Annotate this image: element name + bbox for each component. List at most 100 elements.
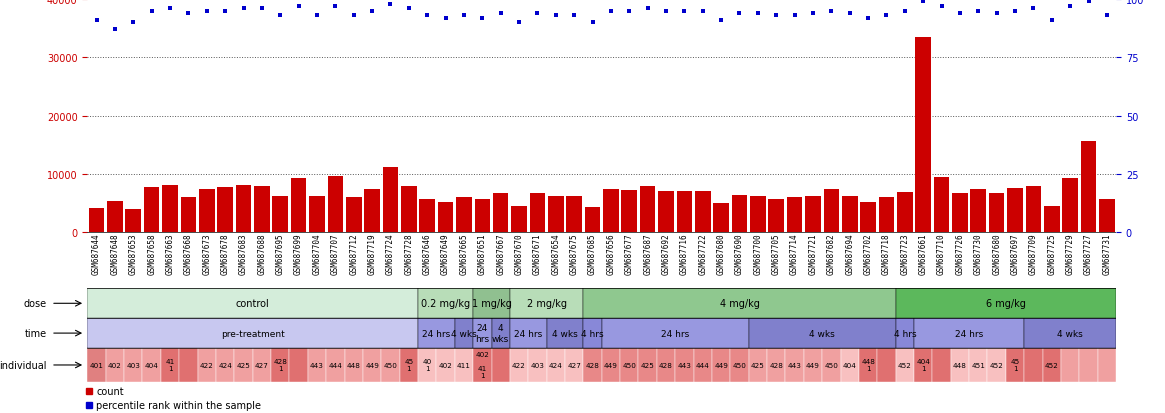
Text: 443: 443 <box>678 362 691 368</box>
Bar <box>289 348 308 382</box>
Text: 427: 427 <box>567 362 581 368</box>
Text: GSM687723: GSM687723 <box>901 233 910 275</box>
Bar <box>326 348 345 382</box>
Bar <box>878 198 895 233</box>
Text: GSM687722: GSM687722 <box>698 233 707 275</box>
Bar <box>438 203 453 233</box>
Text: 24 hrs: 24 hrs <box>955 329 983 338</box>
Text: GSM687646: GSM687646 <box>423 233 432 275</box>
Bar <box>199 189 214 233</box>
Bar <box>346 198 361 233</box>
Bar <box>473 289 510 318</box>
Bar <box>234 348 253 382</box>
Bar <box>143 188 160 233</box>
Bar <box>840 348 859 382</box>
Bar <box>418 348 437 382</box>
Bar <box>1097 348 1116 382</box>
Bar <box>437 348 454 382</box>
Bar <box>382 168 398 233</box>
Text: GSM687710: GSM687710 <box>937 233 946 275</box>
Bar <box>584 318 601 348</box>
Text: 4 wks: 4 wks <box>552 329 578 338</box>
Text: 443: 443 <box>788 362 802 368</box>
Bar <box>822 348 840 382</box>
Bar <box>585 207 600 233</box>
Text: GSM687721: GSM687721 <box>809 233 818 275</box>
Bar <box>161 348 179 382</box>
Bar <box>235 186 252 233</box>
Text: 443: 443 <box>310 362 324 368</box>
Text: 40
1: 40 1 <box>423 358 432 372</box>
Text: 424: 424 <box>549 362 563 368</box>
Bar <box>254 187 269 233</box>
Bar <box>620 348 638 382</box>
Bar <box>896 348 915 382</box>
Bar <box>253 348 271 382</box>
Text: 4 mg/kg: 4 mg/kg <box>720 299 760 309</box>
Bar <box>640 187 656 233</box>
Bar <box>584 348 601 382</box>
Text: GSM687705: GSM687705 <box>771 233 781 275</box>
Text: GSM687683: GSM687683 <box>239 233 248 275</box>
Bar <box>989 193 1004 233</box>
Bar <box>988 348 1005 382</box>
Text: GSM687648: GSM687648 <box>111 233 120 275</box>
Bar <box>638 348 657 382</box>
Bar <box>732 195 747 233</box>
Text: 448: 448 <box>347 362 361 368</box>
Bar <box>162 186 178 233</box>
Text: GSM687670: GSM687670 <box>515 233 523 275</box>
Text: GSM687673: GSM687673 <box>203 233 211 275</box>
Bar <box>677 192 692 233</box>
Bar <box>454 348 473 382</box>
Text: GSM687695: GSM687695 <box>276 233 284 275</box>
Bar <box>603 189 619 233</box>
Text: GSM687709: GSM687709 <box>1029 233 1038 275</box>
Text: 444: 444 <box>329 362 343 368</box>
Bar <box>877 348 896 382</box>
Text: 449: 449 <box>806 362 820 368</box>
Bar <box>565 348 584 382</box>
Bar <box>601 348 620 382</box>
Bar <box>126 209 141 233</box>
Text: 2 mg/kg: 2 mg/kg <box>527 299 566 309</box>
Bar <box>805 197 821 233</box>
Text: GSM687677: GSM687677 <box>624 233 634 275</box>
Bar <box>896 289 1116 318</box>
Text: GSM687699: GSM687699 <box>294 233 303 275</box>
Text: 450: 450 <box>825 362 839 368</box>
Text: GSM687692: GSM687692 <box>662 233 671 275</box>
Text: 4 wks: 4 wks <box>451 329 476 338</box>
Text: 448
1: 448 1 <box>861 358 875 372</box>
Text: 24 hrs: 24 hrs <box>514 329 543 338</box>
Text: GSM687704: GSM687704 <box>312 233 322 275</box>
Bar <box>418 289 473 318</box>
Text: 4 hrs: 4 hrs <box>581 329 603 338</box>
Bar <box>473 318 492 348</box>
Bar <box>712 348 730 382</box>
Bar <box>693 348 712 382</box>
Text: control: control <box>235 299 269 309</box>
Bar <box>1008 188 1023 233</box>
Text: 402

41
1: 402 41 1 <box>475 351 489 379</box>
Text: 448: 448 <box>953 362 967 368</box>
Bar <box>401 187 417 233</box>
Bar <box>932 348 951 382</box>
Text: GSM687651: GSM687651 <box>478 233 487 275</box>
Text: 450: 450 <box>733 362 747 368</box>
Bar <box>713 204 729 233</box>
Text: GSM687718: GSM687718 <box>882 233 891 275</box>
Bar <box>657 348 676 382</box>
Bar <box>216 348 234 382</box>
Bar <box>181 197 196 233</box>
Text: 0.2 mg/kg: 0.2 mg/kg <box>421 299 471 309</box>
Text: 452: 452 <box>1045 362 1059 368</box>
Text: GSM687731: GSM687731 <box>1102 233 1111 275</box>
Text: 404: 404 <box>842 362 856 368</box>
Text: GSM687700: GSM687700 <box>754 233 762 275</box>
Text: 4
wks: 4 wks <box>492 324 509 343</box>
Text: GSM687685: GSM687685 <box>588 233 596 275</box>
Text: GSM687697: GSM687697 <box>1010 233 1019 275</box>
Text: GSM687728: GSM687728 <box>404 233 414 275</box>
Text: 401: 401 <box>90 362 104 368</box>
